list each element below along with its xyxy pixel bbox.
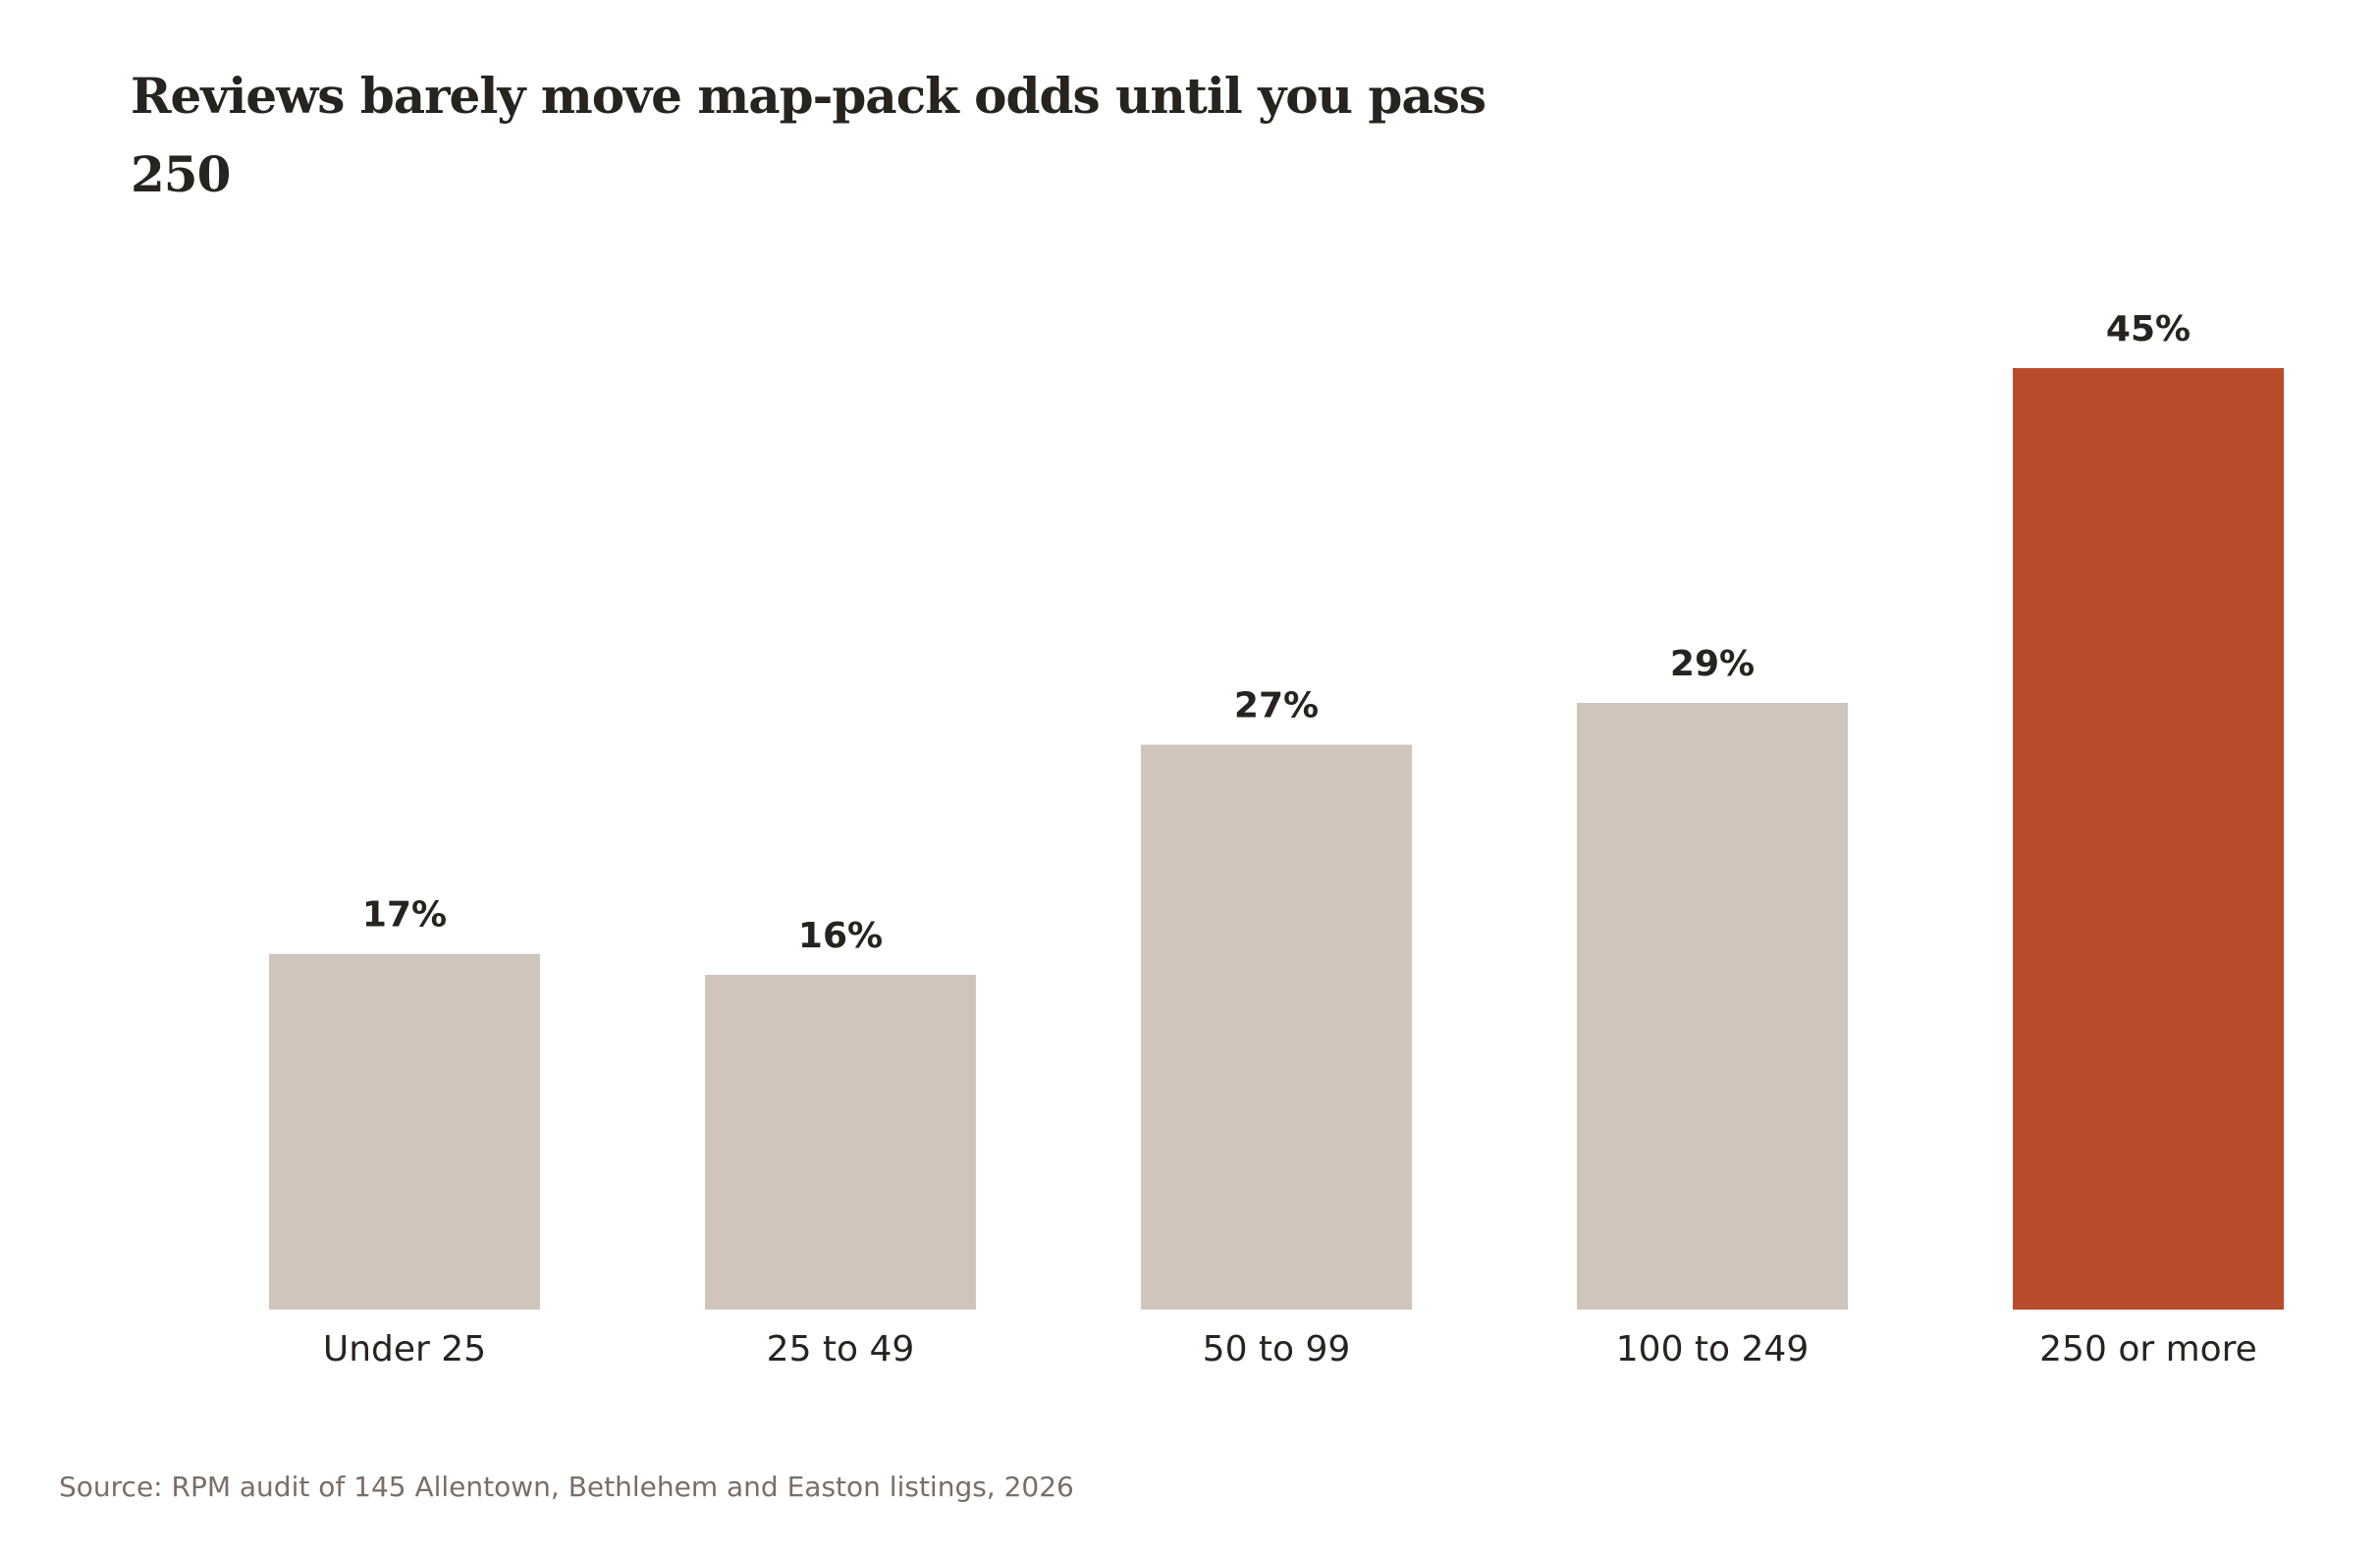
bar-4: [2013, 368, 2284, 1310]
data-label-3: 29%: [1670, 644, 1755, 684]
data-label-0: 17%: [362, 895, 447, 936]
bar-1: [705, 975, 976, 1310]
x-tick-label-1: 25 to 49: [767, 1329, 915, 1369]
chart-title: Reviews barely move map-pack odds until …: [131, 67, 1487, 203]
data-label-4: 45%: [2106, 309, 2191, 349]
bar-0: [269, 953, 540, 1310]
bar-3: [1577, 702, 1848, 1310]
x-tick-label-0: Under 25: [323, 1329, 486, 1369]
bar-2: [1141, 744, 1412, 1310]
x-tick-label-4: 250 or more: [2039, 1329, 2257, 1369]
source-note: Source: RPM audit of 145 Allentown, Beth…: [59, 1471, 1074, 1503]
data-label-1: 16%: [798, 916, 883, 956]
x-tick-label-3: 100 to 249: [1616, 1329, 1809, 1369]
data-label-2: 27%: [1234, 686, 1319, 726]
x-tick-label-2: 50 to 99: [1203, 1329, 1351, 1369]
